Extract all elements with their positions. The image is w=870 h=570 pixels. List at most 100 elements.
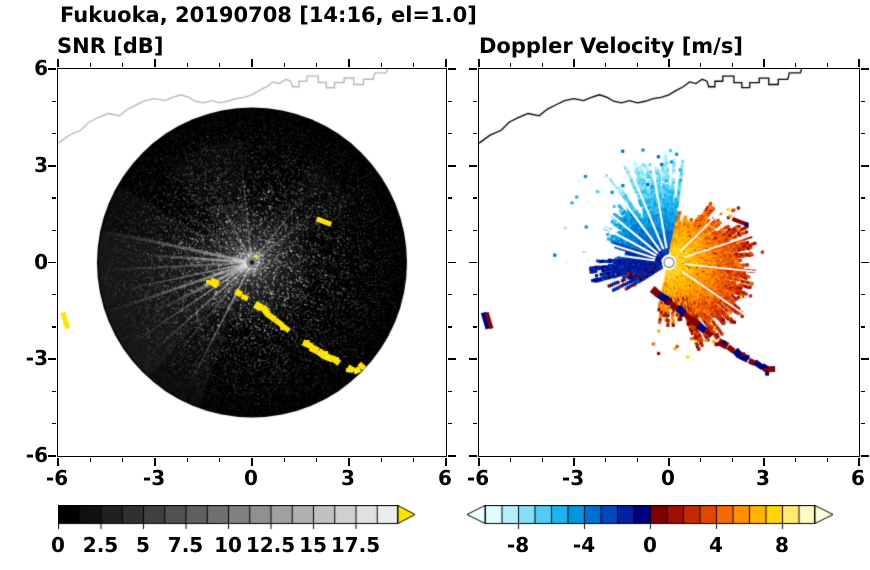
- x-tick-label: 0: [661, 466, 675, 490]
- velocity-panel-title: Doppler Velocity [m/s]: [479, 34, 743, 58]
- tick-mark: [445, 59, 447, 68]
- tick-mark: [469, 358, 478, 361]
- x-tick-label: -6: [45, 466, 69, 490]
- tick-mark: [860, 326, 866, 328]
- tick-mark: [48, 261, 57, 264]
- tick-mark: [48, 68, 57, 70]
- colorbar-tick-label: 4: [709, 533, 723, 557]
- tick-mark: [510, 62, 512, 68]
- tick-mark: [48, 164, 57, 167]
- tick-mark: [860, 261, 869, 264]
- tick-mark: [447, 100, 453, 102]
- tick-mark: [51, 294, 57, 296]
- y-tick-label: 3: [34, 152, 48, 177]
- tick-mark: [763, 59, 765, 68]
- snr-colorbar: [58, 505, 420, 531]
- tick-mark: [57, 59, 59, 68]
- tick-mark: [858, 457, 860, 466]
- tick-mark: [860, 68, 869, 70]
- tick-mark: [51, 100, 57, 102]
- tick-mark: [668, 457, 670, 466]
- colorbar-tick-label: 10: [214, 533, 242, 557]
- tick-mark: [860, 164, 869, 167]
- tick-mark: [472, 132, 478, 135]
- tick-mark: [447, 164, 456, 167]
- tick-mark: [89, 457, 91, 463]
- tick-mark: [447, 423, 453, 425]
- tick-mark: [316, 457, 318, 463]
- tick-mark: [219, 457, 221, 463]
- tick-mark: [251, 59, 253, 68]
- colorbar-tick-label: -4: [572, 533, 596, 557]
- tick-mark: [447, 229, 453, 231]
- tick-mark: [447, 68, 456, 70]
- tick-mark: [510, 457, 512, 463]
- tick-mark: [472, 326, 478, 328]
- tick-mark: [283, 457, 285, 463]
- tick-mark: [700, 62, 702, 68]
- tick-mark: [472, 294, 478, 296]
- tick-mark: [469, 164, 478, 167]
- tick-mark: [447, 261, 456, 264]
- snr-radar-image: [58, 69, 446, 456]
- tick-mark: [316, 62, 318, 68]
- tick-mark: [469, 68, 478, 70]
- tick-mark: [795, 62, 797, 68]
- tick-mark: [860, 423, 866, 425]
- tick-mark: [731, 457, 733, 463]
- colorbar-tick-label: -8: [506, 533, 530, 557]
- tick-mark: [478, 457, 480, 466]
- velocity-radar-image: [479, 69, 859, 456]
- tick-mark: [447, 294, 453, 296]
- tick-mark: [469, 455, 478, 457]
- tick-mark: [605, 62, 607, 68]
- velocity-plot-frame: [469, 59, 869, 466]
- tick-mark: [283, 62, 285, 68]
- tick-mark: [605, 457, 607, 463]
- colorbar-tick-label: 0: [643, 533, 657, 557]
- x-tick-label: 6: [851, 466, 865, 490]
- colorbar-tick-label: 15: [299, 533, 327, 557]
- tick-mark: [636, 62, 638, 68]
- snr-plot-frame: [48, 59, 456, 466]
- tick-mark: [541, 62, 543, 68]
- tick-mark: [763, 457, 765, 466]
- colorbar-tick-label: 17.5: [330, 533, 381, 557]
- tick-mark: [122, 62, 124, 68]
- tick-mark: [219, 62, 221, 68]
- tick-mark: [48, 358, 57, 361]
- x-tick-label: -6: [466, 466, 490, 490]
- tick-mark: [447, 358, 456, 361]
- colorbar-tick-label: 2.5: [82, 533, 119, 557]
- tick-mark: [51, 326, 57, 328]
- tick-mark: [472, 100, 478, 102]
- tick-mark: [860, 229, 866, 231]
- x-tick-label: 6: [438, 466, 452, 490]
- tick-mark: [860, 294, 866, 296]
- tick-mark: [51, 197, 57, 199]
- tick-mark: [57, 457, 59, 466]
- tick-mark: [154, 59, 156, 68]
- tick-mark: [447, 455, 456, 457]
- y-tick-label: 0: [34, 249, 48, 274]
- tick-mark: [472, 197, 478, 199]
- tick-mark: [447, 132, 453, 135]
- x-tick-label: -3: [142, 466, 166, 490]
- tick-mark: [51, 390, 57, 393]
- tick-mark: [860, 132, 866, 135]
- tick-mark: [860, 100, 866, 102]
- tick-mark: [860, 390, 866, 393]
- y-tick-label: 6: [34, 56, 48, 80]
- tick-mark: [447, 197, 453, 199]
- tick-mark: [186, 62, 188, 68]
- tick-mark: [445, 457, 447, 466]
- tick-mark: [348, 59, 350, 68]
- tick-mark: [447, 390, 453, 393]
- tick-mark: [348, 457, 350, 466]
- x-tick-label: 0: [244, 466, 258, 490]
- colorbar-tick-label: 12.5: [245, 533, 296, 557]
- tick-mark: [573, 457, 575, 466]
- tick-mark: [478, 59, 480, 68]
- tick-mark: [122, 457, 124, 463]
